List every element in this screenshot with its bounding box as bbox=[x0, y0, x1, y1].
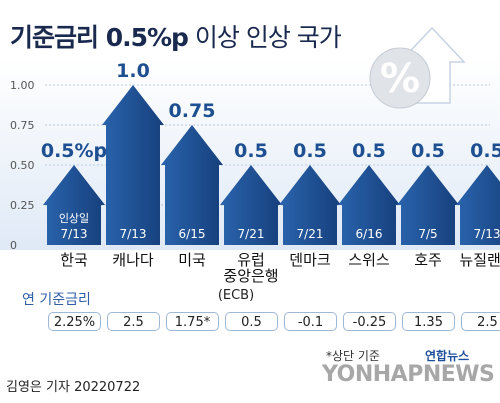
title-bold: 기준금리 0.5%p bbox=[10, 23, 189, 52]
date-label: 7/13 bbox=[61, 227, 88, 241]
policy-rate-value: 2.5 bbox=[107, 312, 160, 331]
category-label: 캐나다 bbox=[112, 251, 154, 269]
policy-rate-label: 연 기준금리 bbox=[22, 292, 91, 308]
policy-rate-value: -0.1 bbox=[284, 312, 337, 331]
date-caption-label: 인상일 bbox=[59, 211, 89, 225]
category-label: 뉴질랜드 bbox=[459, 251, 500, 269]
date-label: 7/5 bbox=[418, 227, 437, 241]
bar-3 bbox=[220, 165, 282, 245]
date-label: 6/16 bbox=[356, 227, 383, 241]
category-label: 덴마크 bbox=[289, 251, 330, 269]
byline: 김영은 기자 20220722 bbox=[6, 380, 141, 395]
watermark: YONHAPNEWS bbox=[322, 362, 495, 387]
value-label: 0.5 bbox=[411, 140, 445, 162]
value-label: 0.75 bbox=[169, 100, 216, 122]
y-tick-labels: 1.00 0.75 0.50 0.25 0 bbox=[10, 79, 35, 252]
bar-1 bbox=[102, 85, 164, 245]
y-tick-label: 0.25 bbox=[10, 199, 35, 212]
bar-4 bbox=[279, 165, 341, 245]
chart-title: 기준금리 0.5%p 이상 인상 국가 bbox=[10, 18, 342, 54]
bar-6 bbox=[397, 165, 459, 245]
value-label: 0.5 bbox=[352, 140, 386, 162]
date-label: 7/13 bbox=[120, 227, 147, 241]
title-subtitle: 이상 인상 국가 bbox=[194, 23, 342, 52]
value-label: 1.0 bbox=[116, 60, 150, 82]
category-label: 호주 bbox=[414, 251, 442, 269]
category-label: 미국 bbox=[178, 251, 206, 269]
value-label: 0.5 bbox=[234, 140, 268, 162]
bar-7 bbox=[456, 165, 500, 245]
value-label: 0.5 bbox=[293, 140, 327, 162]
policy-rate-value: 0.5 bbox=[225, 312, 278, 331]
percent-glyph: % bbox=[380, 56, 420, 102]
policy-rate-value: 2.5 bbox=[461, 312, 500, 331]
y-tick-label: 0.75 bbox=[10, 119, 35, 132]
bar-0 bbox=[43, 165, 105, 245]
y-tick-label: 0 bbox=[10, 239, 17, 252]
date-label: 7/21 bbox=[297, 227, 324, 241]
category-label: 중앙은행 bbox=[223, 267, 278, 285]
ecb-label: (ECB) bbox=[218, 288, 254, 303]
policy-rate-value: -0.25 bbox=[343, 312, 396, 331]
date-label: 6/15 bbox=[179, 227, 206, 241]
value-label: 0.5%p bbox=[41, 140, 107, 162]
policy-rate-value: 1.75* bbox=[166, 312, 219, 331]
bars bbox=[43, 85, 500, 245]
footnote: *상단 기준 bbox=[326, 349, 380, 363]
policy-rate-value: 2.25% bbox=[48, 312, 101, 331]
yonhap-logo-text: 연합뉴스 bbox=[425, 349, 470, 363]
bar-5 bbox=[338, 165, 400, 245]
category-label: 유럽 bbox=[237, 251, 265, 269]
category-label: 한국 bbox=[60, 251, 88, 269]
category-labels: 0.5%p 인상일 7/13 한국 1.0 7/13 캐나다 0.75 6/15 미국 0.5 7/2… bbox=[41, 60, 500, 285]
y-tick-label: 1.00 bbox=[10, 79, 35, 92]
y-tick-label: 0.50 bbox=[10, 159, 35, 172]
percent-up-icon: % bbox=[369, 26, 466, 109]
date-label: 7/13 bbox=[474, 227, 500, 241]
value-label: 0.5 bbox=[470, 140, 500, 162]
date-label: 7/21 bbox=[238, 227, 265, 241]
policy-rate-value: 1.35 bbox=[402, 312, 455, 331]
bar-2 bbox=[161, 125, 223, 245]
category-label: 스위스 bbox=[348, 251, 390, 269]
